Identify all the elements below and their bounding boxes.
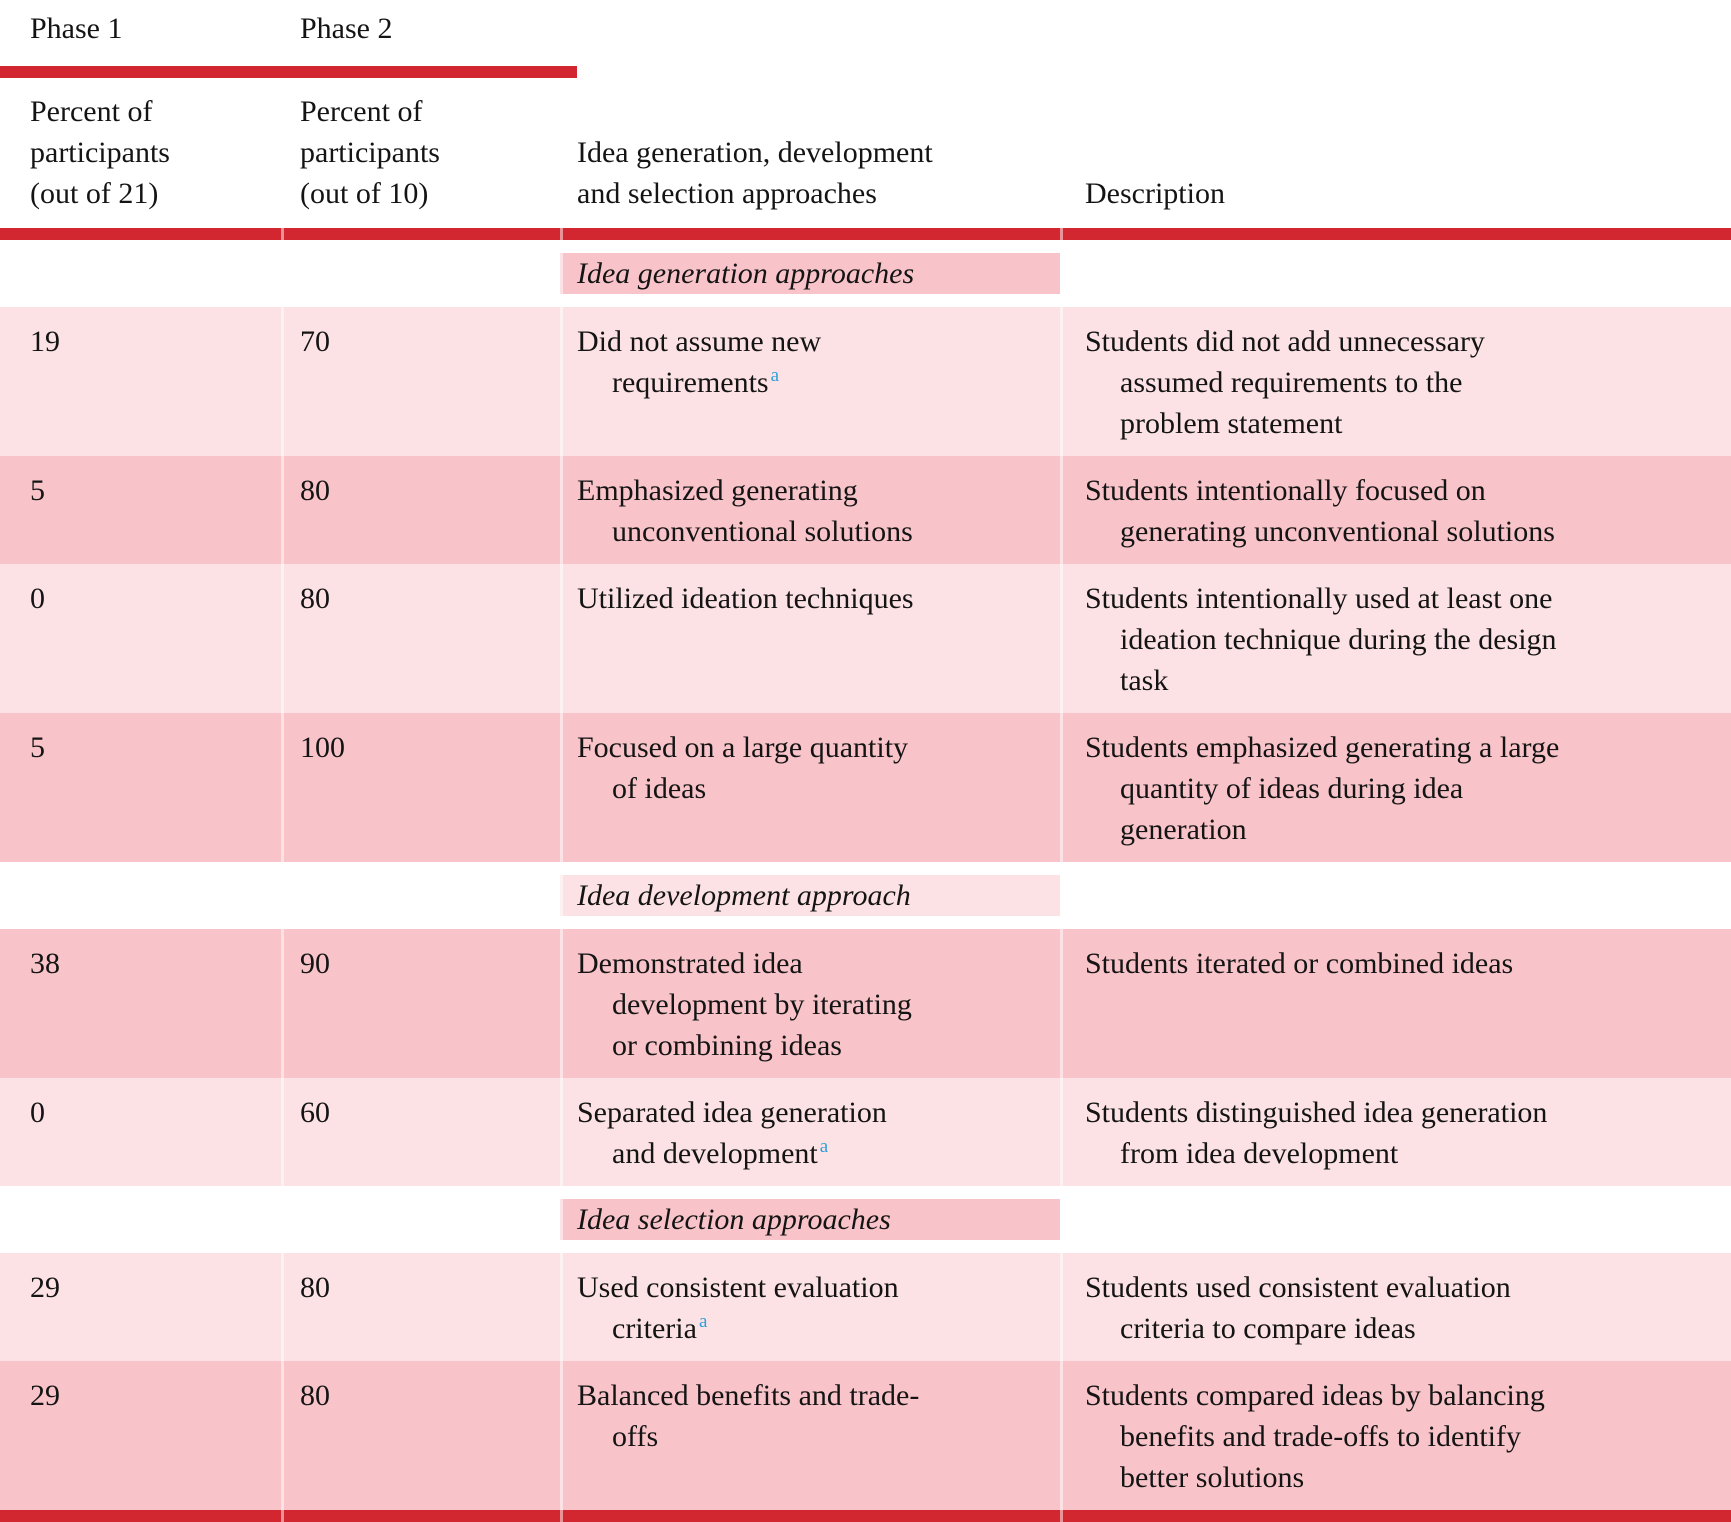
rule-segment [0, 228, 281, 240]
approach-text: Demonstrated idea development by iterati… [577, 947, 912, 1062]
approach-cell: Emphasized generating unconventional sol… [560, 456, 1060, 564]
approach-cell: Did not assume new requirements a [560, 307, 1060, 456]
table-row: 19 70 Did not assume new requirements a S… [0, 307, 1731, 456]
approach-text: Utilized ideation techniques [577, 582, 914, 615]
section-row-idea-generation: Idea generation approaches [0, 240, 1731, 307]
description-cell: Students did not add unnecessary assumed… [1060, 307, 1731, 456]
footnote-marker: a [770, 365, 780, 386]
phase2-header: Phase 2 [281, 0, 560, 66]
approach-text: Emphasized generating unconventional sol… [577, 474, 913, 548]
section-row-idea-development: Idea development approach [0, 862, 1731, 929]
phase1-percent-cell: 0 [0, 1078, 281, 1186]
table-row: 29 80 Balanced benefits and trade- offs … [0, 1361, 1731, 1510]
section-label: Idea generation approaches [560, 253, 1060, 294]
table-row: 5 80 Emphasized generating unconventiona… [0, 456, 1731, 564]
approach-text: Did not assume new requirements [577, 325, 822, 399]
phase1-percent-cell: 19 [0, 307, 281, 456]
footnote-marker: a [819, 1136, 829, 1157]
col-header-description: Description [1060, 173, 1731, 228]
description-cell: Students emphasized generating a large q… [1060, 713, 1731, 862]
phase2-percent-cell: 90 [281, 929, 560, 1078]
phase-header-spacer [1060, 0, 1731, 66]
rule-segment [1060, 228, 1731, 240]
phase-header-spacer [560, 0, 1060, 66]
phase1-percent-cell: 5 [0, 713, 281, 862]
phase1-percent-cell: 0 [0, 564, 281, 713]
col-header-phase1-percent: Percent of participants (out of 21) [30, 95, 170, 210]
description-cell: Students intentionally focused on genera… [1060, 456, 1731, 564]
rule-segment [1060, 1510, 1731, 1522]
phase1-percent-cell: 5 [0, 456, 281, 564]
phase1-percent-cell: 38 [0, 929, 281, 1078]
description-cell: Students iterated or combined ideas [1060, 929, 1731, 1078]
approach-cell: Demonstrated idea development by iterati… [560, 929, 1060, 1078]
description-cell: Students compared ideas by balancing ben… [1060, 1361, 1731, 1510]
phase2-percent-cell: 80 [281, 564, 560, 713]
description-cell: Students intentionally used at least one… [1060, 564, 1731, 713]
description-cell: Students distinguished idea generation f… [1060, 1078, 1731, 1186]
col-header-approaches: Idea generation, development and selecti… [560, 132, 1060, 228]
rule-segment [281, 228, 560, 240]
approach-text: Balanced benefits and trade- offs [577, 1379, 920, 1453]
rule-segment [560, 228, 1060, 240]
approach-cell: Utilized ideation techniques [560, 564, 1060, 713]
approach-cell: Used consistent evaluation criteria a [560, 1253, 1060, 1361]
rule-segment [281, 1510, 560, 1522]
header-divider-rule [0, 228, 1731, 240]
table-row: 38 90 Demonstrated idea development by i… [0, 929, 1731, 1078]
phase1-percent-cell: 29 [0, 1361, 281, 1510]
phase2-percent-cell: 80 [281, 456, 560, 564]
table-bottom-rule [0, 1510, 1731, 1522]
table-row: 0 60 Separated idea generation and devel… [0, 1078, 1731, 1186]
section-label: Idea development approach [560, 875, 1060, 916]
table-row: 5 100 Focused on a large quantity of ide… [0, 713, 1731, 862]
phase2-percent-cell: 60 [281, 1078, 560, 1186]
description-cell: Students used consistent evaluation crit… [1060, 1253, 1731, 1361]
approach-cell: Balanced benefits and trade- offs [560, 1361, 1060, 1510]
approach-text: Separated idea generation and developmen… [577, 1096, 887, 1170]
rule-segment [0, 1510, 281, 1522]
phase2-percent-cell: 70 [281, 307, 560, 456]
phase-group-rule [0, 66, 577, 78]
approach-text: Used consistent evaluation criteria [577, 1271, 899, 1345]
column-header-row: Percent of participants (out of 21) Perc… [0, 78, 1731, 228]
phase2-percent-cell: 100 [281, 713, 560, 862]
rule-segment [560, 1510, 1060, 1522]
phase-header-row: Phase 1 Phase 2 [0, 0, 1731, 66]
phase1-header: Phase 1 [30, 12, 123, 45]
phase2-percent-cell: 80 [281, 1361, 560, 1510]
table-row: 0 80 Utilized ideation techniques Studen… [0, 564, 1731, 713]
section-label: Idea selection approaches [560, 1199, 1060, 1240]
approach-text: Focused on a large quantity of ideas [577, 731, 909, 805]
footnote-marker: a [698, 1311, 708, 1332]
table-row: 29 80 Used consistent evaluation criteri… [0, 1253, 1731, 1361]
section-row-idea-selection: Idea selection approaches [0, 1186, 1731, 1253]
phase2-percent-cell: 80 [281, 1253, 560, 1361]
col-header-phase2-percent: Percent of participants (out of 10) [281, 91, 560, 228]
phase1-percent-cell: 29 [0, 1253, 281, 1361]
approach-cell: Separated idea generation and developmen… [560, 1078, 1060, 1186]
approach-cell: Focused on a large quantity of ideas [560, 713, 1060, 862]
